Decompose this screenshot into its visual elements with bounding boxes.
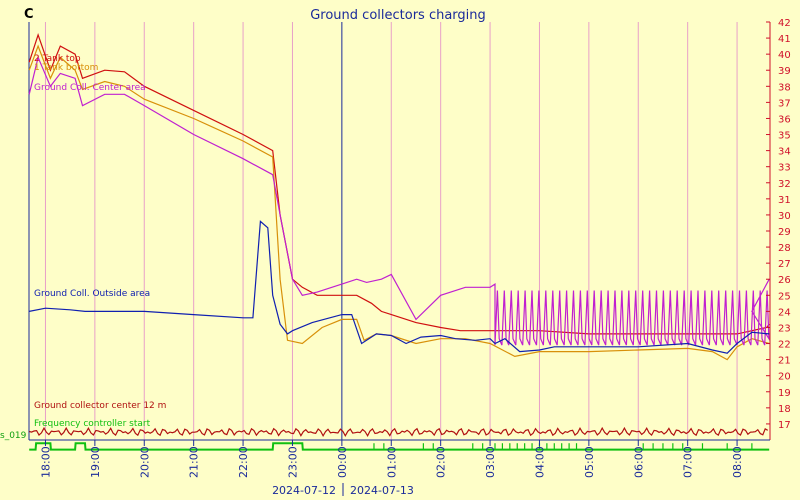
series-label: 1 Tank bottom (34, 63, 98, 73)
y-tick-label: 39 (778, 66, 791, 77)
y-tick-label: 24 (778, 307, 791, 318)
x-tick-label: 07:00 (682, 446, 695, 478)
y-tick-label: 17 (778, 420, 791, 431)
corner-label: C (24, 7, 34, 22)
y-tick-label: 33 (778, 163, 791, 174)
y-tick-label: 36 (778, 114, 791, 125)
x-tick-label: 06:00 (632, 446, 645, 478)
series-label: Frequency controller start (34, 419, 151, 429)
y-tick-label: 27 (778, 259, 791, 270)
y-tick-label: 19 (778, 388, 791, 399)
y-tick-label: 32 (778, 179, 791, 190)
y-tick-label: 37 (778, 98, 791, 109)
series-label: Ground collector center 12 m (34, 401, 166, 411)
series-label: 2 Tank top (34, 54, 81, 64)
date-right: 2024-07-13 (350, 484, 414, 497)
y-tick-label: 18 (778, 404, 791, 415)
y-tick-label: 20 (778, 372, 791, 383)
left-edge-label: s_019 (0, 431, 27, 441)
series-line (28, 55, 770, 346)
series-line (28, 44, 770, 361)
y-tick-label: 26 (778, 275, 791, 286)
y-tick-label: 22 (778, 340, 791, 351)
series-line (29, 220, 770, 354)
x-tick-label: 19:00 (89, 446, 102, 478)
y-tick-label: 30 (778, 211, 791, 222)
y-tick-label: 29 (778, 227, 791, 238)
x-tick-label: 21:00 (188, 446, 201, 478)
x-tick-label: 20:00 (138, 446, 151, 478)
y-tick-label: 42 (778, 18, 791, 29)
y-tick-label: 21 (778, 356, 791, 367)
x-tick-label: 00:00 (336, 446, 349, 478)
series-line (29, 442, 770, 451)
y-tick-label: 40 (778, 50, 791, 61)
x-axis-ticks: 18:00 19:00 20:00 21:00 22:00 23:00 00:00 01:00… (39, 440, 744, 478)
x-tick-label: 02:00 (435, 446, 448, 478)
chart-title: Ground collectors charging (310, 8, 486, 23)
x-tick-label: 18:00 (39, 446, 52, 478)
y-tick-label: 34 (778, 147, 791, 158)
x-tick-label: 03:00 (484, 446, 497, 478)
x-tick-label: 04:00 (533, 446, 546, 478)
x-tick-label: 05:00 (583, 446, 596, 478)
series-label: Ground Coll. Outside area (34, 289, 150, 299)
y-axis-ticks: 17 18 19 20 21 22 23 24 25 26 27 28 29 30 31 32 33 34 35 36… (766, 18, 791, 431)
x-tick-label: 22:00 (237, 446, 250, 478)
y-tick-label: 25 (778, 291, 791, 302)
y-tick-label: 35 (778, 131, 791, 142)
series-label: Ground Coll. Center area (34, 83, 146, 93)
x-tick-label: 23:00 (286, 446, 299, 478)
axes (28, 22, 771, 441)
frequency-controller-pulses (373, 443, 753, 450)
y-tick-label: 28 (778, 243, 791, 254)
y-tick-label: 23 (778, 323, 791, 334)
series-line (29, 426, 768, 438)
y-tick-label: 38 (778, 82, 791, 93)
y-tick-label: 41 (778, 34, 791, 45)
date-left: 2024-07-12 (272, 484, 336, 497)
y-tick-label: 31 (778, 195, 791, 206)
grid-lines (44, 22, 738, 440)
series-layer (28, 33, 770, 451)
x-tick-label: 01:00 (385, 446, 398, 478)
x-tick-label: 08:00 (731, 446, 744, 478)
